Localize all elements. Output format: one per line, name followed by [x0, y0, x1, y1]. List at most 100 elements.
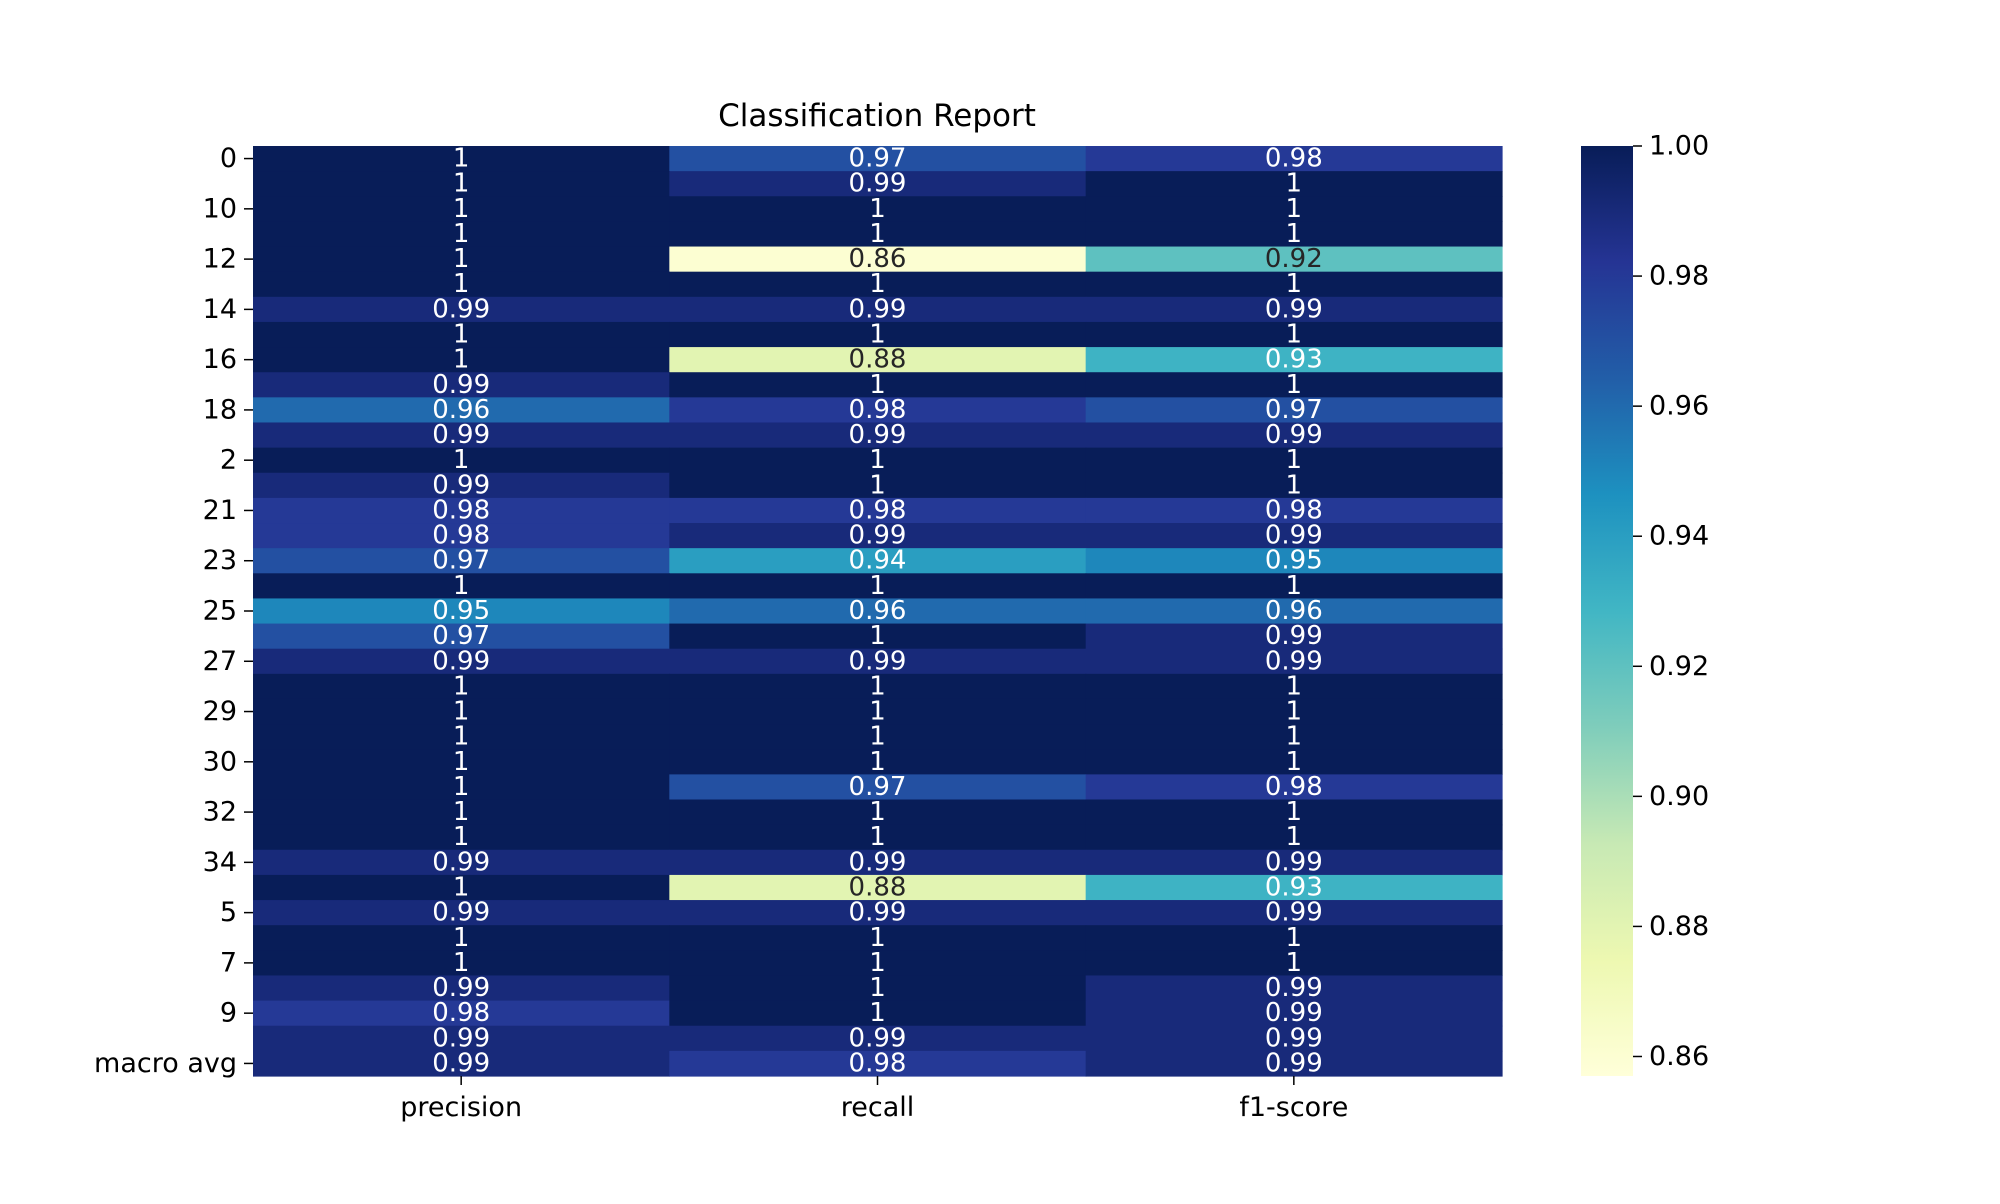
y-tick-label: macro avg: [94, 1048, 237, 1079]
heatmap-cell: [1085, 523, 1503, 549]
heatmap-cell: [669, 472, 1087, 499]
heatmap-cell: [669, 246, 1087, 273]
cell-value-label: 1: [453, 797, 470, 827]
y-tick-label: 18: [203, 394, 237, 425]
heatmap-cell: [253, 774, 670, 801]
heatmap-cell: [1085, 321, 1503, 348]
cell-value-label: 0.93: [1265, 872, 1323, 902]
heatmap-cell: [669, 221, 1087, 248]
cell-value-label: 1: [869, 822, 886, 852]
heatmap-cell: [669, 447, 1087, 474]
heatmap-cell: [1085, 673, 1503, 700]
cell-value-label: 1: [453, 320, 470, 350]
cell-value-label: 0.99: [1265, 420, 1323, 450]
heatmap-cell: [1085, 824, 1503, 851]
cell-value-label: 0.95: [432, 596, 490, 626]
cell-value-label: 0.98: [432, 998, 490, 1028]
cell-value-label: 0.99: [432, 420, 490, 450]
cell-value-label: 1: [1286, 797, 1303, 827]
heatmap-cell: [253, 221, 670, 248]
cell-value-label: 1: [869, 973, 886, 1003]
y-tick-label: 0: [220, 143, 237, 174]
heatmap-cell: [1085, 347, 1503, 373]
heatmap-cell: [669, 271, 1087, 298]
heatmap-cell: [253, 397, 670, 424]
cell-value-label: 0.99: [1265, 998, 1323, 1028]
heatmap-cell: [669, 196, 1087, 223]
cell-value-label: 1: [869, 194, 886, 224]
cell-value-label: 0.96: [849, 596, 907, 626]
cell-value-label: 0.99: [849, 420, 907, 450]
cell-value-label: 0.98: [849, 395, 907, 425]
cell-value-label: 1: [1286, 445, 1303, 475]
heatmap-cell: [669, 347, 1087, 373]
heatmap-cell: [1085, 196, 1503, 223]
y-tick-label: 34: [203, 847, 237, 878]
cell-value-label: 0.97: [849, 772, 907, 802]
cell-value-label: 1: [869, 697, 886, 727]
cell-value-label: 0.99: [849, 169, 907, 199]
x-tick-label: f1-score: [1239, 1092, 1348, 1123]
heatmap-cell: [1085, 397, 1503, 424]
cell-value-label: 0.97: [1265, 395, 1323, 425]
cell-value-label: 0.99: [1265, 1048, 1323, 1078]
cell-value-label: 0.98: [849, 1048, 907, 1078]
cell-value-label: 1: [453, 747, 470, 777]
cell-value-label: 0.97: [432, 546, 490, 576]
cell-value-label: 0.98: [1265, 772, 1323, 802]
cell-value-label: 1: [1286, 169, 1303, 199]
cell-value-label: 0.93: [1265, 345, 1323, 375]
cell-value-label: 0.99: [1265, 646, 1323, 676]
heatmap-cell: [253, 673, 670, 700]
cell-value-label: 1: [1286, 194, 1303, 224]
heatmap-cell: [253, 724, 670, 750]
colorbar-tick-label: 0.88: [1649, 911, 1709, 942]
heatmap-cell: [253, 698, 670, 725]
heatmap-cell: [253, 171, 670, 197]
chart-title: Classification Report: [718, 98, 1036, 134]
heatmap-cell: [669, 950, 1087, 977]
y-tick-label: 32: [203, 797, 237, 828]
heatmap-cell: [1085, 950, 1503, 977]
colorbar-tick-label: 0.92: [1649, 651, 1709, 682]
heatmap-cell: [253, 296, 670, 323]
y-tick-label: 12: [203, 244, 237, 275]
heatmap-cell: [1085, 799, 1503, 826]
heatmap-cell: [1085, 724, 1503, 750]
cell-value-label: 0.99: [432, 1048, 490, 1078]
cell-value-label: 1: [869, 998, 886, 1028]
heatmap-cell: [669, 397, 1087, 424]
heatmap-cell: [253, 271, 670, 298]
heatmap-cell: [253, 975, 670, 1002]
cell-value-label: 0.99: [432, 973, 490, 1003]
heatmap-cell: [1085, 698, 1503, 725]
heatmap-cell: [669, 573, 1087, 600]
heatmap-cell: [669, 598, 1087, 625]
heatmap-cell: [253, 598, 670, 625]
heatmap-cell: [669, 724, 1087, 750]
cell-value-label: 1: [869, 671, 886, 701]
cell-value-label: 1: [1286, 370, 1303, 400]
heatmap-cell: [1085, 874, 1503, 901]
cell-value-label: 1: [1286, 671, 1303, 701]
cell-value-label: 1: [453, 671, 470, 701]
cell-value-label: 1: [869, 370, 886, 400]
cell-value-label: 0.99: [1265, 847, 1323, 877]
cell-value-label: 0.99: [1265, 973, 1323, 1003]
cell-value-label: 0.99: [432, 370, 490, 400]
heatmap-cell: [253, 874, 670, 901]
x-tick-label: precision: [400, 1092, 522, 1123]
y-tick-label: 5: [220, 897, 237, 928]
cell-value-label: 1: [869, 470, 886, 500]
heatmap-cell: [253, 1025, 670, 1052]
heatmap-cell: [253, 196, 670, 223]
cell-value-label: 0.98: [432, 495, 490, 525]
heatmap-cell: [253, 347, 670, 373]
cell-value-label: 1: [1286, 320, 1303, 350]
cell-value-label: 0.99: [1265, 521, 1323, 551]
y-tick-label: 14: [203, 294, 237, 325]
cell-value-label: 0.96: [1265, 596, 1323, 626]
heatmap-cell: [669, 497, 1087, 524]
cell-value-label: 1: [453, 144, 470, 174]
cell-value-label: 1: [1286, 923, 1303, 953]
